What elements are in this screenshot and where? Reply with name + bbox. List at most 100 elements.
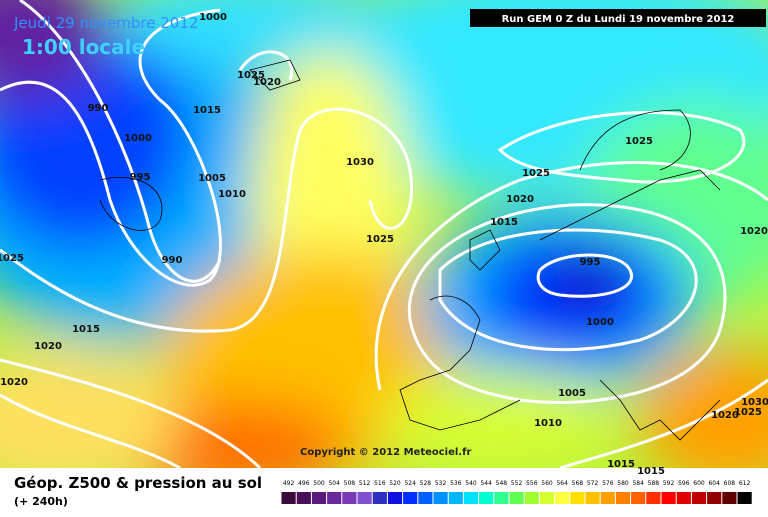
isobar-label: 1025 (366, 234, 394, 245)
scale-swatch (387, 492, 403, 504)
scale-swatch (722, 492, 737, 504)
scale-label: 600 (693, 480, 705, 487)
scale-swatch (448, 492, 463, 504)
scale-label: 592 (663, 480, 675, 487)
scale-label: 492 (283, 480, 295, 487)
isobar-label: 1020 (711, 410, 739, 421)
isobar-label: 1020 (740, 226, 768, 237)
geopotential-field (0, 0, 768, 468)
isobar-label: 1020 (506, 194, 534, 205)
isobar-label: 1025 (237, 70, 265, 81)
scale-swatch (433, 492, 448, 504)
footer-lead: (+ 240h) (14, 495, 68, 508)
isobar-label: 1025 (0, 253, 24, 264)
scale-swatch (600, 492, 615, 504)
isobar-label: 990 (88, 103, 109, 114)
scale-label: 536 (450, 480, 462, 487)
isobar-label: 1005 (198, 173, 226, 184)
isobar-label: 1000 (124, 133, 152, 144)
isobar-label: 1000 (199, 12, 227, 23)
isobar-label: 1025 (522, 168, 550, 179)
scale-label: 612 (739, 480, 751, 487)
color-scale: 492 496 500 504 508 512 516 520 524 528 532 536 540 5… (281, 480, 752, 504)
valid-date: Jeudi 29 novembre 2012 (13, 14, 198, 32)
run-info: Run GEM 0 Z du Lundi 19 novembre 2012 (502, 14, 735, 25)
scale-swatch (676, 492, 691, 504)
scale-swatch (357, 492, 372, 504)
scale-label: 576 (602, 480, 614, 487)
scale-swatch (615, 492, 631, 504)
isobar-label: 1010 (218, 189, 246, 200)
scale-swatch (494, 492, 509, 504)
scale-swatch (691, 492, 707, 504)
copyright: Copyright © 2012 Meteociel.fr (300, 447, 471, 458)
isobar-label: 1015 (490, 217, 518, 228)
scale-label: 528 (420, 480, 432, 487)
scale-label: 556 (526, 480, 538, 487)
isobar-label: 990 (162, 255, 183, 266)
isobar-label: 1010 (534, 418, 562, 429)
scale-swatch (403, 492, 418, 504)
scale-swatch (418, 492, 433, 504)
coastlines (99, 59, 721, 441)
scale-swatch (311, 492, 327, 504)
scale-swatch (585, 492, 600, 504)
isobar-label: 1030 (346, 157, 374, 168)
scale-swatch (463, 492, 479, 504)
isobar-label: 1020 (253, 77, 281, 88)
scale-label: 588 (648, 480, 660, 487)
scale-label: 532 (435, 480, 447, 487)
local-time: 1:00 locale (22, 35, 145, 59)
scale-label: 504 (328, 480, 340, 487)
scale-swatch (539, 492, 555, 504)
isobar-label: 1015 (637, 466, 665, 477)
run-box (470, 9, 766, 27)
scale-label: 540 (465, 480, 477, 487)
scale-label: 552 (511, 480, 523, 487)
scale-swatch (296, 492, 311, 504)
scale-swatch (555, 492, 570, 504)
scale-label: 512 (359, 480, 371, 487)
scale-label: 604 (708, 480, 720, 487)
isobar-label: 1005 (558, 388, 586, 399)
isobar-label: 1020 (0, 377, 28, 388)
scale-label: 572 (587, 480, 599, 487)
scale-label: 584 (632, 480, 644, 487)
scale-label: 508 (344, 480, 356, 487)
scale-swatch (281, 492, 296, 504)
isobar-label: 995 (580, 257, 601, 268)
scale-label: 580 (617, 480, 629, 487)
scale-label: 564 (556, 480, 568, 487)
scale-swatch (707, 492, 722, 504)
isobars (0, 0, 768, 468)
scale-label: 500 (313, 480, 325, 487)
scale-swatch (327, 492, 342, 504)
scale-swatch (524, 492, 539, 504)
scale-label: 560 (541, 480, 553, 487)
scale-swatch (509, 492, 524, 504)
isobar-label: 1015 (193, 105, 221, 116)
scale-label: 608 (724, 480, 736, 487)
scale-label: 596 (678, 480, 690, 487)
isobar-label: 1025 (734, 407, 762, 418)
footer-title: Géop. Z500 & pression au sol (14, 474, 262, 492)
scale-label: 520 (389, 480, 401, 487)
isobar-label: 1025 (625, 136, 653, 147)
isobar-label: 1020 (34, 341, 62, 352)
isobar-label: 1000 (586, 317, 614, 328)
scale-swatch (342, 492, 357, 504)
isobar-label: 1015 (607, 459, 635, 470)
scale-label: 548 (496, 480, 508, 487)
isobar-label: 1015 (72, 324, 100, 335)
scale-swatch (631, 492, 646, 504)
scale-label: 516 (374, 480, 386, 487)
scale-label: 524 (404, 480, 416, 487)
scale-swatch (479, 492, 494, 504)
scale-swatch (646, 492, 661, 504)
scale-label: 568 (572, 480, 584, 487)
scale-label: 544 (480, 480, 492, 487)
scale-label: 496 (298, 480, 310, 487)
scale-swatch (737, 492, 752, 504)
